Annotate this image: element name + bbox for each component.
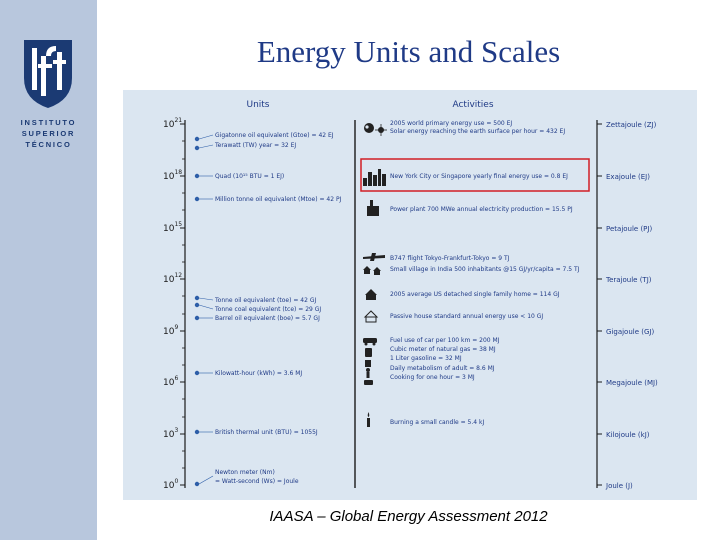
logo-line-3: TÉCNICO	[25, 140, 72, 149]
activity-label: New York City or Singapore yearly final …	[390, 173, 568, 180]
right-unit-labels: Zettajoule (ZJ) Exajoule (EJ) Petajoule …	[605, 121, 658, 490]
tick-label-9: 109	[163, 324, 178, 337]
slide-caption: IAASA – Global Energy Assessment 2012	[269, 508, 548, 525]
right-unit-label: Megajoule (MJ)	[606, 379, 658, 387]
house-icon	[365, 289, 377, 300]
activity-label: Power plant 700 MWe annual electricity p…	[390, 206, 573, 213]
logo-line-1: INSTITUTO	[20, 118, 77, 127]
tick-label-6: 106	[163, 375, 178, 388]
activity-label: Burning a small candle = 5.4 kJ	[390, 419, 484, 426]
power-plant-icon	[367, 200, 379, 216]
energy-scale-figure: Units Activities	[123, 90, 697, 500]
globe-icon	[364, 123, 374, 133]
activity-label: Solar energy reaching the earth surface …	[390, 128, 565, 135]
energy-scale-svg: Units Activities	[163, 100, 658, 491]
axis-labels: 1021 1018 1015 1012 109 106 103 100	[163, 117, 182, 491]
unit-label: Terawatt (TW) year = 32 EJ	[214, 142, 296, 149]
unit-label: Million tonne oil equivalent (Mtoe) = 42…	[215, 196, 342, 203]
minor-ticks	[182, 140, 185, 469]
right-unit-label: Kilojoule (kJ)	[606, 431, 650, 439]
right-unit-label: Gigajoule (GJ)	[606, 328, 654, 336]
unit-label: Newton meter (Nm)	[215, 469, 275, 476]
highlight-box	[360, 158, 590, 192]
units-header: Units	[246, 100, 269, 110]
activity-icons	[363, 123, 387, 427]
activity-label: Fuel use of car per 100 km = 200 MJ	[390, 337, 500, 344]
right-unit-label: Exajoule (EJ)	[606, 173, 650, 181]
person-icon	[366, 368, 370, 378]
activity-label: Passive house standard annual energy use…	[390, 313, 543, 320]
tick-label-18: 1018	[163, 169, 182, 182]
activity-label: Cooking for one hour = 3 MJ	[390, 374, 475, 381]
major-ticks	[180, 123, 602, 486]
right-unit-label: Zettajoule (ZJ)	[606, 121, 657, 129]
unit-labels: Gigatonne oil equivalent (Gtoe) = 42 EJ …	[214, 132, 342, 485]
sidebar: INSTITUTO SUPERIOR TÉCNICO	[0, 0, 97, 540]
unit-label: Kilowatt-hour (kWh) = 3.6 MJ	[215, 370, 302, 377]
logo-line-2: SUPERIOR	[21, 129, 76, 138]
activity-label: 2005 average US detached single family h…	[390, 291, 560, 298]
activity-label: Daily metabolism of adult = 8.6 MJ	[390, 365, 495, 372]
unit-label: = Watt-second (Ws) = Joule	[215, 478, 299, 485]
unit-label: Tonne oil equivalent (toe) = 42 GJ	[214, 297, 316, 304]
candle-icon	[367, 412, 370, 427]
unit-label: Tonne coal equivalent (tce) = 29 GJ	[214, 306, 321, 313]
tick-label-21: 1021	[163, 117, 182, 130]
sun-icon	[375, 124, 387, 136]
fuel-can-icon	[365, 360, 371, 367]
activity-label: B747 flight Tokyo-Frankfurt-Tokyo = 9 TJ	[390, 255, 510, 262]
car-icon	[363, 338, 377, 346]
unit-label: Barrel oil equivalent (boe) = 5.7 GJ	[215, 315, 320, 322]
activity-label: 1 Liter gasoline = 32 MJ	[390, 355, 462, 362]
city-skyline-icon	[363, 169, 386, 186]
cooking-icon	[364, 380, 373, 385]
activity-label: 2005 world primary energy use = 500 EJ	[390, 120, 512, 127]
ist-shield-logo-icon	[24, 40, 72, 108]
tick-label-3: 103	[163, 427, 178, 440]
tick-label-12: 1012	[163, 272, 182, 285]
activity-label: Cubic meter of natural gas = 38 MJ	[390, 346, 496, 353]
activities-header: Activities	[452, 100, 493, 110]
airplane-icon	[363, 253, 385, 261]
activity-labels: 2005 world primary energy use = 500 EJ S…	[390, 120, 580, 426]
slide-title: Energy Units and Scales	[256, 34, 561, 69]
unit-label: Quad (10¹⁵ BTU = 1 EJ)	[215, 173, 284, 180]
unit-label: British thermal unit (BTU) = 1055J	[215, 429, 318, 436]
passive-house-icon	[363, 310, 379, 323]
right-unit-label: Joule (J)	[605, 482, 633, 490]
gas-icon	[365, 348, 372, 357]
activity-label: Small village in India 500 inhabitants @…	[390, 266, 580, 273]
tick-label-15: 1015	[163, 221, 182, 234]
village-icon	[363, 266, 381, 275]
unit-markers	[194, 134, 214, 487]
unit-label: Gigatonne oil equivalent (Gtoe) = 42 EJ	[215, 132, 334, 139]
tick-label-0: 100	[163, 478, 178, 491]
right-unit-label: Terajoule (TJ)	[605, 276, 652, 284]
right-unit-label: Petajoule (PJ)	[606, 225, 652, 233]
